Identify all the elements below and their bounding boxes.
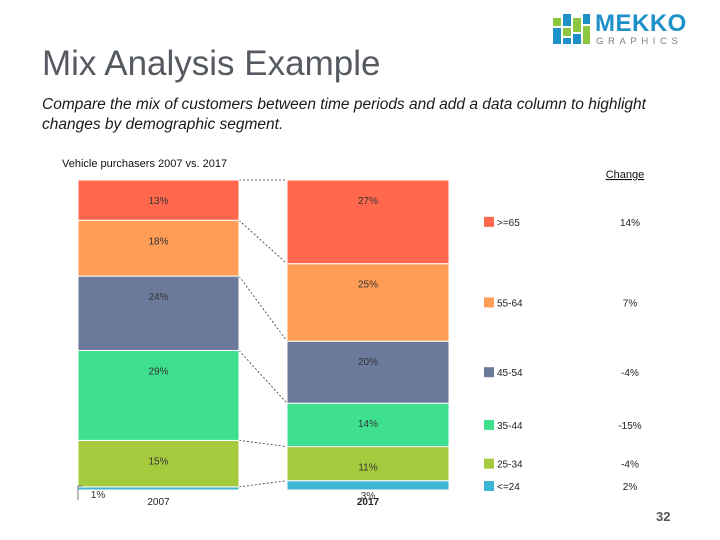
connector-line: [238, 220, 288, 264]
bar-segment: [77, 275, 240, 352]
mekko-graphics-logo: MEKKO GRAPHICS: [553, 10, 703, 48]
data-label: 14%: [358, 419, 378, 430]
change-column: 2% -4% -15% -4% 7% 14%: [618, 218, 641, 493]
x-tick-label: 2017: [357, 497, 380, 508]
connector-lines: [238, 179, 288, 488]
bar-segment: [77, 439, 240, 488]
change-header: Change: [606, 169, 645, 181]
data-label: 11%: [358, 463, 377, 474]
change-value: 14%: [620, 218, 640, 229]
change-value: -15%: [618, 421, 641, 432]
connector-line: [238, 480, 288, 488]
legend: <=24 25-34 35-44 45-54 55-64 >=65: [484, 216, 523, 493]
data-label: 25%: [358, 280, 378, 291]
bar-segment: [286, 263, 450, 342]
page-subtitle: Compare the mix of customers between tim…: [42, 96, 646, 133]
logo-mark-icon: [553, 14, 590, 44]
data-label: 15%: [148, 456, 168, 467]
legend-label: 35-44: [497, 421, 523, 432]
chart-title: Vehicle purchasers 2007 vs. 2017: [62, 158, 227, 170]
page-title: Mix Analysis Example: [42, 44, 381, 83]
legend-swatch: [484, 367, 494, 378]
data-label: 27%: [358, 196, 378, 207]
legend-swatch: [484, 458, 494, 469]
bar-segment: [77, 350, 240, 441]
bar-segment: [286, 179, 450, 265]
bar-segment: [286, 340, 450, 404]
x-tick-label: 2007: [147, 497, 170, 508]
change-value: -4%: [621, 368, 639, 379]
data-label: 1%: [91, 490, 106, 501]
data-label: 29%: [148, 367, 168, 378]
bar-segment: [77, 179, 240, 221]
legend-swatch: [484, 481, 494, 491]
bar-segment: [286, 480, 450, 491]
change-value: -4%: [621, 460, 639, 471]
data-label: 24%: [148, 292, 168, 303]
page-number: 32: [656, 509, 671, 524]
bar-segment: [286, 446, 450, 482]
data-label: 20%: [358, 357, 378, 368]
bar-segment: [77, 219, 240, 277]
bar-segment: [286, 402, 450, 448]
legend-label: <=24: [497, 482, 520, 493]
label-leader: [77, 485, 82, 500]
stacked-bars: 1% 3% 15% 11% 29% 14% 24% 20% 18% 25% 13% 27%: [77, 179, 450, 502]
legend-swatch: [484, 216, 494, 227]
connector-line: [238, 440, 288, 447]
data-label: 18%: [148, 236, 168, 247]
legend-label: >=65: [497, 218, 520, 229]
data-label: 3%: [361, 491, 376, 502]
logo-word: MEKKO: [595, 10, 687, 37]
change-value: 2%: [623, 482, 638, 493]
x-axis-labels: 2007 2017: [147, 497, 379, 508]
connector-line: [238, 350, 288, 404]
data-label: 13%: [148, 196, 168, 207]
connector-line: [238, 275, 288, 342]
legend-label: 45-54: [497, 368, 523, 379]
legend-label: 55-64: [497, 298, 523, 309]
legend-label: 25-34: [497, 460, 523, 471]
legend-swatch: [484, 297, 494, 308]
legend-swatch: [484, 419, 494, 430]
change-value: 7%: [623, 298, 638, 309]
logo-sub: GRAPHICS: [596, 36, 683, 47]
